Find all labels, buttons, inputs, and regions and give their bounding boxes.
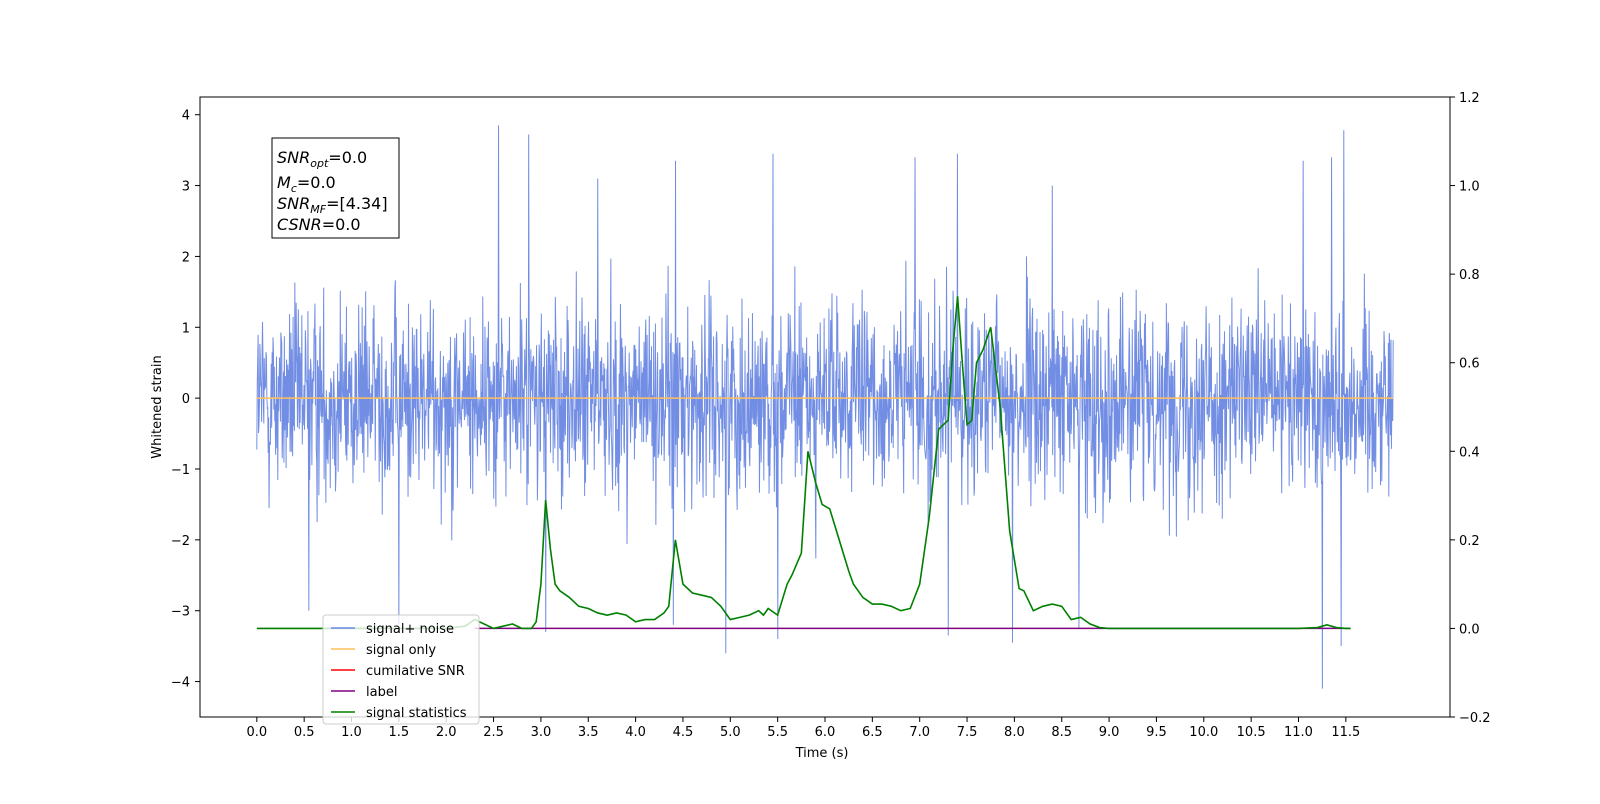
legend-label: signal only xyxy=(366,643,436,658)
y-tick-label: −1 xyxy=(171,463,190,478)
info-box-frame xyxy=(271,137,400,239)
x-tick-label: 4.5 xyxy=(673,725,694,740)
x-tick-label: 5.0 xyxy=(720,725,741,740)
y2-tick-label: 1.2 xyxy=(1459,91,1480,106)
x-tick-label: 9.0 xyxy=(1099,725,1120,740)
x-tick-label: 6.5 xyxy=(862,725,883,740)
x-tick-label: 3.0 xyxy=(531,725,552,740)
x-axis-label: Time (s) xyxy=(795,746,849,761)
y-tick-label: −4 xyxy=(171,676,190,691)
y-tick-label: −2 xyxy=(171,534,190,549)
y2-tick-label: 0.8 xyxy=(1459,268,1480,283)
x-tick-label: 7.5 xyxy=(957,725,978,740)
y2-tick-label: 0.0 xyxy=(1459,622,1480,637)
legend: signal+ noise signal only cumilative SNR la… xyxy=(322,614,480,725)
x-tick-label: 1.0 xyxy=(341,725,362,740)
x-tick-label: 0.0 xyxy=(246,725,267,740)
x-axis-ticks: 0.0 0.5 1.0 1.5 2.0 2.5 3.0 3.5 4.0 4.5 5.0 5.5 6.0 6… xyxy=(246,717,1360,740)
info-box-line: CSNR=0.0 xyxy=(277,215,361,234)
y2-tick-label: 0.4 xyxy=(1459,445,1480,460)
y2-tick-label: 0.2 xyxy=(1459,534,1480,549)
y2-tick-label: 0.6 xyxy=(1459,357,1480,372)
legend-label: label xyxy=(366,685,397,700)
y-tick-label: 1 xyxy=(182,321,190,336)
series-signal-statistics xyxy=(256,296,1351,630)
x-tick-label: 2.5 xyxy=(483,725,504,740)
x-tick-label: 3.5 xyxy=(578,725,599,740)
info-box-line: SNRopt=0.0 xyxy=(277,148,367,170)
legend-label: signal+ noise xyxy=(366,622,454,637)
y-axis-ticks: 4 3 2 1 0 −1 −2 −3 −4 xyxy=(171,109,200,691)
x-tick-label: 10.0 xyxy=(1189,725,1218,740)
x-tick-label: 10.5 xyxy=(1237,725,1266,740)
x-tick-label: 6.0 xyxy=(815,725,836,740)
y-tick-label: 0 xyxy=(182,392,190,407)
y-tick-label: 3 xyxy=(182,180,190,195)
x-tick-label: 8.5 xyxy=(1051,725,1072,740)
x-tick-label: 11.5 xyxy=(1331,725,1360,740)
x-tick-label: 1.5 xyxy=(389,725,410,740)
x-tick-label: 5.5 xyxy=(767,725,788,740)
y-tick-label: 4 xyxy=(182,109,190,124)
x-tick-label: 11.0 xyxy=(1284,725,1313,740)
y2-tick-label: −0.2 xyxy=(1459,711,1491,726)
y-tick-label: 2 xyxy=(182,250,190,265)
info-box-line: SNRMF=[4.34] xyxy=(277,194,388,216)
x-tick-label: 8.0 xyxy=(1004,725,1025,740)
x-tick-label: 9.5 xyxy=(1146,725,1167,740)
x-tick-label: 7.0 xyxy=(909,725,930,740)
y-tick-label: −3 xyxy=(171,605,190,620)
x-tick-label: 2.0 xyxy=(436,725,457,740)
y2-tick-label: 1.0 xyxy=(1459,180,1480,195)
x-tick-label: 4.0 xyxy=(625,725,646,740)
info-box-line: Mc=0.0 xyxy=(277,173,336,195)
series-layer xyxy=(256,125,1394,689)
legend-label: signal statistics xyxy=(366,706,467,721)
x-tick-label: 0.5 xyxy=(294,725,315,740)
legend-label: cumilative SNR xyxy=(366,664,465,679)
series-signal-noise xyxy=(256,125,1394,689)
legend-frame xyxy=(322,614,480,725)
y2-axis-ticks: 1.2 1.0 0.8 0.6 0.4 0.2 0.0 −0.2 xyxy=(1450,91,1491,726)
y-axis-label: Whitened strain xyxy=(150,355,165,458)
